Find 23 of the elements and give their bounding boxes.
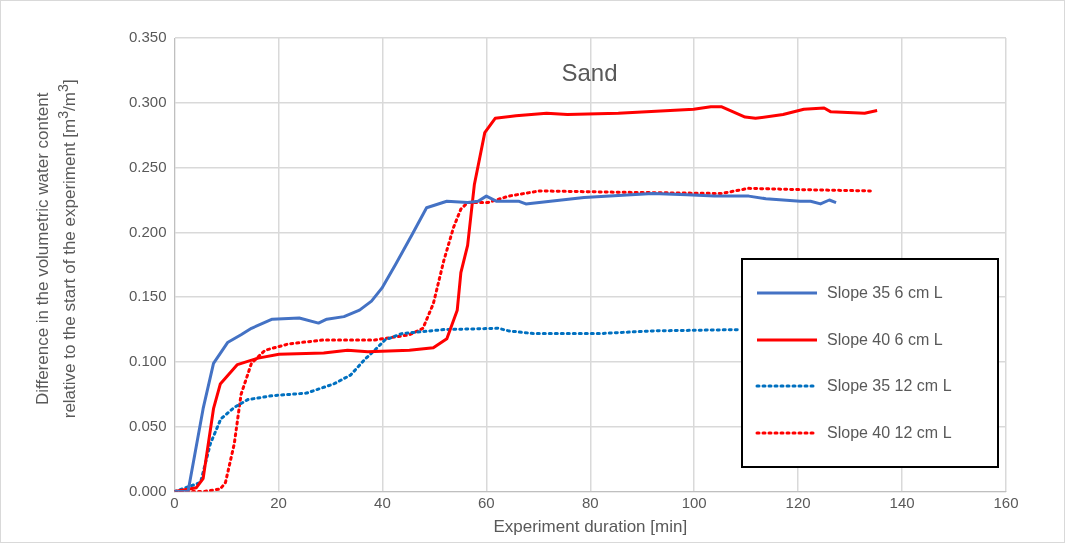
legend-label: Slope 40 6 cm L: [827, 330, 943, 349]
y-tick-label: 0.000: [128, 481, 167, 499]
x-tick-label: 120: [785, 493, 811, 511]
x-tick-label: 80: [581, 493, 599, 511]
x-tick-label: 40: [374, 493, 391, 511]
x-tick-label: 0: [170, 493, 179, 511]
legend-label: Slope 35 6 cm L: [827, 284, 943, 303]
x-tick-label: 20: [270, 493, 287, 511]
y-tick-label: 0.050: [128, 416, 167, 434]
y-tick-label: 0.100: [128, 352, 167, 370]
x-tick-label: 60: [477, 493, 495, 511]
y-tick-label: 0.250: [128, 157, 167, 175]
legend-label: Slope 35 12 cm L: [827, 377, 952, 396]
y-tick-label: 0.150: [128, 287, 167, 305]
x-axis-title: Experiment duration [min]: [493, 517, 688, 537]
x-tick-label: 100: [681, 493, 707, 511]
x-tick-label: 140: [889, 493, 915, 511]
y-tick-label: 0.200: [128, 222, 167, 240]
text: Sand: [561, 59, 618, 86]
x-tick-label: 160: [993, 493, 1019, 511]
y-tick-label: 0.350: [128, 28, 167, 46]
y-tick-label: 0.300: [128, 92, 167, 110]
legend-label: Slope 40 12 cm L: [827, 423, 952, 442]
